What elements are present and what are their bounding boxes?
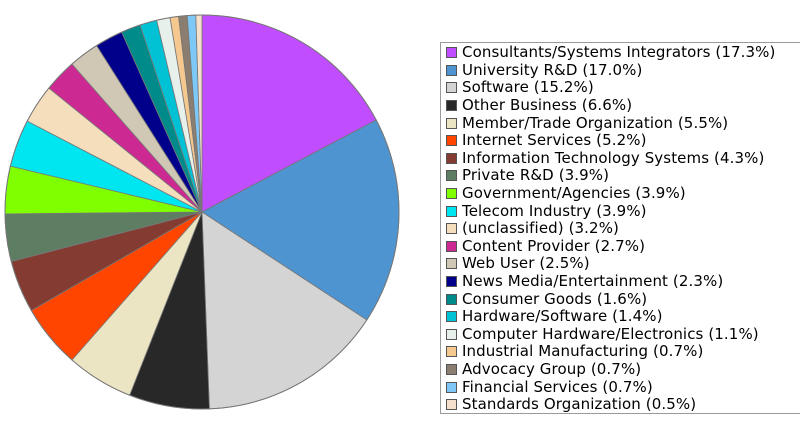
legend-label: Other Business (6.6%) bbox=[462, 96, 633, 115]
legend-swatch bbox=[446, 117, 457, 129]
legend-item: Telecom Industry (3.9%) bbox=[446, 202, 800, 220]
legend-swatch bbox=[446, 399, 457, 411]
legend-swatch bbox=[446, 188, 457, 200]
legend-swatch bbox=[446, 64, 457, 76]
legend-swatch bbox=[446, 346, 457, 358]
legend-label: Computer Hardware/Electronics (1.1%) bbox=[462, 324, 759, 343]
legend-label: Web User (2.5%) bbox=[462, 254, 590, 273]
legend-label: Industrial Manufacturing (0.7%) bbox=[462, 342, 704, 361]
legend-label: University R&D (17.0%) bbox=[462, 60, 643, 79]
legend-swatch bbox=[446, 381, 457, 393]
legend-label: Telecom Industry (3.9%) bbox=[462, 201, 647, 220]
legend-item: Member/Trade Organization (5.5%) bbox=[446, 114, 800, 132]
legend-item: Web User (2.5%) bbox=[446, 255, 800, 273]
legend-swatch bbox=[446, 205, 457, 217]
legend-item: Standards Organization (0.5%) bbox=[446, 395, 800, 414]
legend-swatch bbox=[446, 311, 457, 323]
legend-swatch bbox=[446, 328, 457, 340]
legend-item: News Media/Entertainment (2.3%) bbox=[446, 273, 800, 291]
legend-item: (unclassified) (3.2%) bbox=[446, 220, 800, 238]
legend-swatch bbox=[446, 258, 457, 270]
legend-swatch bbox=[446, 82, 457, 94]
legend-label: News Media/Entertainment (2.3%) bbox=[462, 272, 724, 291]
chart-legend: Consultants/Systems Integrators (17.3%) U… bbox=[440, 42, 800, 414]
legend-item: Private R&D (3.9%) bbox=[446, 167, 800, 185]
legend-label: Content Provider (2.7%) bbox=[462, 236, 646, 255]
legend-label: Information Technology Systems (4.3%) bbox=[462, 148, 765, 167]
legend-swatch bbox=[446, 100, 457, 112]
legend-item: Consumer Goods (1.6%) bbox=[446, 290, 800, 308]
legend-swatch bbox=[446, 47, 457, 59]
legend-item: Software (15.2%) bbox=[446, 79, 800, 97]
legend-label: Hardware/Software (1.4%) bbox=[462, 307, 663, 326]
legend-label: Financial Services (0.7%) bbox=[462, 377, 653, 396]
legend-item: Advocacy Group (0.7%) bbox=[446, 359, 800, 379]
legend-swatch bbox=[446, 363, 457, 375]
legend-label: Private R&D (3.9%) bbox=[462, 166, 610, 185]
legend-item: Hardware/Software (1.4%) bbox=[446, 308, 800, 326]
legend-item: Content Provider (2.7%) bbox=[446, 236, 800, 256]
legend-swatch bbox=[446, 276, 457, 288]
legend-label: Standards Organization (0.5%) bbox=[462, 395, 697, 414]
legend-swatch bbox=[446, 223, 457, 235]
legend-item: Industrial Manufacturing (0.7%) bbox=[446, 343, 800, 361]
legend-swatch bbox=[446, 170, 457, 182]
legend-label: Consultants/Systems Integrators (17.3%) bbox=[462, 43, 776, 62]
legend-label: Software (15.2%) bbox=[462, 78, 594, 97]
legend-item: Other Business (6.6%) bbox=[446, 97, 800, 115]
legend-item: Government/Agencies (3.9%) bbox=[446, 185, 800, 203]
legend-item: University R&D (17.0%) bbox=[446, 60, 800, 80]
legend-label: (unclassified) (3.2%) bbox=[462, 219, 619, 238]
legend-swatch bbox=[446, 135, 457, 147]
legend-swatch bbox=[446, 152, 457, 164]
legend-label: Consumer Goods (1.6%) bbox=[462, 289, 648, 308]
legend-label: Government/Agencies (3.9%) bbox=[462, 184, 686, 203]
legend-swatch bbox=[446, 240, 457, 252]
legend-item: Internet Services (5.2%) bbox=[446, 132, 800, 150]
legend-label: Advocacy Group (0.7%) bbox=[462, 359, 642, 378]
pie-chart bbox=[4, 14, 400, 410]
legend-label: Member/Trade Organization (5.5%) bbox=[462, 113, 729, 132]
legend-item: Information Technology Systems (4.3%) bbox=[446, 148, 800, 168]
pie-outline bbox=[4, 14, 400, 410]
legend-item: Computer Hardware/Electronics (1.1%) bbox=[446, 324, 800, 344]
legend-label: Internet Services (5.2%) bbox=[462, 131, 647, 150]
legend-item: Consultants/Systems Integrators (17.3%) bbox=[446, 44, 800, 62]
legend-swatch bbox=[446, 293, 457, 305]
legend-item: Financial Services (0.7%) bbox=[446, 378, 800, 396]
